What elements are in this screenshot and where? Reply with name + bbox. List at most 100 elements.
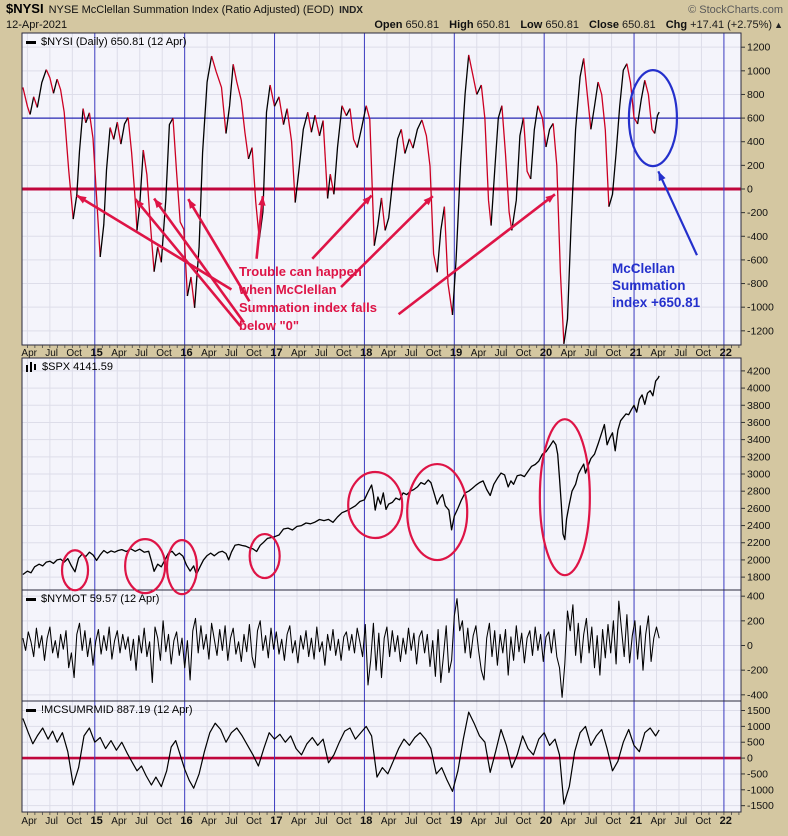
trouble-arrow-head (362, 195, 372, 205)
series-line (408, 138, 414, 149)
x-axis-label: Apr (291, 816, 307, 827)
series-line (511, 117, 525, 231)
stockcharts-credit-link[interactable]: © StockCharts.com (688, 4, 783, 16)
series-line (193, 55, 213, 308)
line-swatch-icon (26, 708, 36, 712)
y-axis-label: -500 (747, 768, 768, 780)
x-axis-label: Jul (45, 816, 58, 827)
series-line (644, 80, 656, 134)
trouble-arrow-head (545, 194, 555, 203)
x-axis-label: 22 (720, 815, 732, 827)
mcclellan-arrow (657, 170, 698, 256)
highlight-ellipse-spx (124, 538, 167, 595)
x-axis-label: Apr (471, 348, 487, 359)
trouble-arrow (255, 195, 265, 259)
change-label: Chg (665, 19, 688, 31)
y-axis-label: -600 (747, 254, 768, 266)
series-line (113, 122, 118, 140)
x-axis-label: Apr (381, 348, 397, 359)
legend-nysi: $NYSI (Daily) 650.81 (12 Apr) (26, 36, 187, 48)
series-line (380, 197, 386, 231)
series-line (157, 246, 162, 263)
x-axis-label: Oct (516, 816, 532, 827)
y-axis-label: 1500 (747, 705, 771, 717)
chart-title: NYSE McClellan Summation Index (Ratio Ad… (48, 4, 335, 16)
y-axis-label: 400 (747, 591, 765, 603)
x-axis-label: Oct (66, 816, 82, 827)
y-axis-label: 2200 (747, 537, 771, 549)
x-axis-label: 17 (270, 347, 282, 359)
trouble-arrow-head (76, 195, 87, 204)
series-line (501, 105, 513, 231)
series-line (109, 127, 115, 140)
series-line (232, 64, 250, 159)
x-axis-label: Jul (585, 348, 598, 359)
series-line (294, 112, 309, 203)
series-line (421, 119, 438, 273)
x-axis-label: 20 (540, 347, 552, 359)
x-axis-label: Oct (156, 816, 172, 827)
x-axis-label: 16 (180, 815, 192, 827)
legend-spx: $SPX 4141.59 (26, 361, 113, 373)
series-line (314, 114, 321, 136)
low-label: Low (520, 19, 543, 31)
series-line (251, 147, 260, 240)
series-line (451, 54, 470, 315)
series-line (22, 87, 31, 115)
series-line (326, 174, 331, 199)
y-axis-label: 800 (747, 89, 765, 101)
y-axis-label: -400 (747, 689, 768, 701)
x-axis-label: Apr (291, 348, 307, 359)
exchange-label: INDX (339, 5, 363, 16)
x-axis-label: Oct (606, 816, 622, 827)
x-axis-label: Apr (381, 816, 397, 827)
series-line (278, 96, 285, 125)
mcclellan-arrow-head (658, 171, 666, 182)
highlight-ellipse-spx (248, 532, 281, 580)
ticker-symbol: $NYSI (6, 1, 44, 16)
series-line (333, 105, 343, 195)
y-axis-label: -1500 (747, 800, 774, 812)
x-axis-label: Apr (471, 816, 487, 827)
y-axis-label: 3200 (747, 451, 771, 463)
series-line (29, 96, 35, 115)
x-axis-label: Apr (201, 816, 217, 827)
x-axis-label: 20 (540, 815, 552, 827)
x-axis-label: Oct (246, 348, 262, 359)
series-line (545, 123, 554, 148)
series-line (160, 117, 174, 263)
legend-spx-label: $SPX 4141.59 (42, 361, 113, 373)
series-line (22, 711, 660, 805)
y-axis-label: 3600 (747, 417, 771, 429)
x-axis-label: Oct (426, 348, 442, 359)
y-axis-label: -1000 (747, 302, 774, 314)
y-axis-label: 3800 (747, 400, 771, 412)
series-line (225, 64, 234, 134)
series-line (329, 174, 335, 195)
series-line (116, 122, 122, 145)
x-axis-label: Apr (651, 348, 667, 359)
high-value: 650.81 (476, 19, 511, 31)
y-axis-label: 0 (747, 184, 753, 196)
series-line (563, 58, 585, 344)
y-axis-label: 200 (747, 615, 765, 627)
y-axis-label: 0 (747, 753, 753, 765)
x-axis-label: Oct (695, 348, 711, 359)
y-axis-label: 2400 (747, 520, 771, 532)
x-axis-label: Apr (21, 348, 37, 359)
x-axis-label: 18 (360, 815, 372, 827)
y-axis-label: 0 (747, 640, 753, 652)
series-line (85, 112, 91, 124)
close-label: Close (589, 19, 620, 31)
series-line (282, 108, 288, 125)
series-line (56, 78, 74, 220)
trouble-arrow-head (188, 199, 197, 209)
series-line (654, 111, 660, 134)
y-axis-label: 1000 (747, 65, 771, 77)
trouble-arrow-head (154, 198, 163, 209)
series-line (443, 206, 454, 315)
highlight-ellipse-spx (406, 462, 469, 562)
x-axis-label: 16 (180, 347, 192, 359)
change-up-arrow-icon: ▲ (774, 20, 783, 30)
